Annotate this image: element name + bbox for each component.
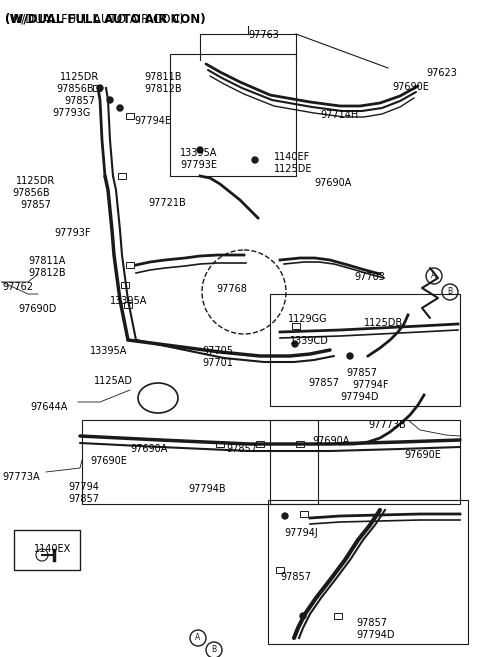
- Bar: [292, 323, 300, 329]
- Text: 97857: 97857: [308, 378, 339, 388]
- Text: 97690D: 97690D: [18, 304, 56, 314]
- Text: 97856B: 97856B: [56, 84, 94, 94]
- Bar: [276, 567, 284, 573]
- Text: 97703: 97703: [354, 272, 385, 282]
- Text: 97644A: 97644A: [30, 402, 67, 412]
- Text: 1125DB: 1125DB: [364, 318, 403, 328]
- Text: 97794J: 97794J: [284, 528, 318, 538]
- Text: 97690E: 97690E: [392, 82, 429, 92]
- Bar: [334, 613, 342, 619]
- Text: 97623: 97623: [426, 68, 457, 78]
- Bar: [268, 500, 468, 644]
- Text: A: A: [432, 271, 437, 281]
- Text: 1125DE: 1125DE: [274, 164, 312, 174]
- Text: 97811B: 97811B: [144, 72, 181, 82]
- Text: 1125DR: 1125DR: [16, 176, 55, 186]
- Text: 97812B: 97812B: [144, 84, 181, 94]
- Text: A: A: [195, 633, 201, 643]
- Bar: [296, 441, 304, 447]
- Text: B: B: [211, 645, 216, 654]
- Text: 97714H: 97714H: [320, 110, 358, 120]
- Bar: [270, 294, 460, 406]
- Text: (W/DUAL FULL AUTO AIR CON): (W/DUAL FULL AUTO AIR CON): [5, 12, 184, 25]
- Text: 97690E: 97690E: [90, 456, 127, 466]
- Text: 97794E: 97794E: [134, 116, 171, 126]
- Text: 1129GG: 1129GG: [288, 314, 328, 324]
- Text: 97701: 97701: [202, 358, 233, 368]
- Text: 97721B: 97721B: [148, 198, 186, 208]
- Text: 97768: 97768: [216, 284, 247, 294]
- Text: 97794D: 97794D: [340, 392, 379, 402]
- Text: 97857: 97857: [280, 572, 311, 582]
- Bar: [216, 441, 224, 447]
- Text: 97794F: 97794F: [352, 380, 388, 390]
- Bar: [118, 173, 126, 179]
- Text: 97856B: 97856B: [12, 188, 49, 198]
- Text: 97690A: 97690A: [314, 178, 351, 188]
- Text: 1339CD: 1339CD: [290, 336, 329, 346]
- Text: B: B: [447, 288, 453, 296]
- Text: 97773A: 97773A: [2, 472, 40, 482]
- Text: 13395A: 13395A: [90, 346, 127, 356]
- Text: 97763: 97763: [248, 30, 279, 40]
- Text: 97793E: 97793E: [180, 160, 217, 170]
- Text: (W/DUAL FULL AUTO AIR CON): (W/DUAL FULL AUTO AIR CON): [5, 12, 205, 25]
- Text: 97690A: 97690A: [312, 436, 349, 446]
- Text: 97793G: 97793G: [52, 108, 90, 118]
- Circle shape: [300, 613, 306, 619]
- Text: 97857: 97857: [20, 200, 51, 210]
- Text: 1125DR: 1125DR: [60, 72, 99, 82]
- Text: 97794D: 97794D: [356, 630, 395, 640]
- Text: 97857: 97857: [68, 494, 99, 504]
- Text: 97812B: 97812B: [28, 268, 66, 278]
- Bar: [126, 113, 134, 119]
- Bar: [300, 511, 308, 517]
- Bar: [82, 420, 318, 504]
- Text: 97793F: 97793F: [54, 228, 91, 238]
- Bar: [270, 420, 460, 504]
- Text: 13395A: 13395A: [180, 148, 217, 158]
- Text: 97762: 97762: [2, 282, 33, 292]
- Bar: [170, 54, 296, 176]
- Text: 97857: 97857: [356, 618, 387, 628]
- Bar: [121, 282, 129, 288]
- Text: 97857: 97857: [346, 368, 377, 378]
- Circle shape: [347, 353, 353, 359]
- Text: 97811A: 97811A: [28, 256, 65, 266]
- Circle shape: [282, 513, 288, 519]
- Circle shape: [252, 157, 258, 163]
- Text: 97794B: 97794B: [188, 484, 226, 494]
- Text: 13395A: 13395A: [110, 296, 147, 306]
- Circle shape: [117, 105, 123, 111]
- Circle shape: [97, 85, 103, 91]
- Bar: [93, 85, 101, 91]
- Text: 97705: 97705: [202, 346, 233, 356]
- Text: 97794: 97794: [68, 482, 99, 492]
- Circle shape: [292, 341, 298, 347]
- Circle shape: [107, 97, 113, 103]
- Bar: [124, 302, 132, 308]
- Text: 1140EF: 1140EF: [274, 152, 310, 162]
- Circle shape: [197, 147, 203, 153]
- Text: 97690E: 97690E: [404, 450, 441, 460]
- Text: 97857: 97857: [226, 444, 257, 454]
- Text: 1125AD: 1125AD: [94, 376, 133, 386]
- Bar: [14, 530, 80, 570]
- Text: 97857: 97857: [64, 96, 95, 106]
- Text: 1140EX: 1140EX: [34, 544, 71, 554]
- Bar: [256, 441, 264, 447]
- Text: 97773B: 97773B: [368, 420, 406, 430]
- Bar: [126, 262, 134, 268]
- Bar: [14, 530, 80, 570]
- Text: 97690A: 97690A: [130, 444, 168, 454]
